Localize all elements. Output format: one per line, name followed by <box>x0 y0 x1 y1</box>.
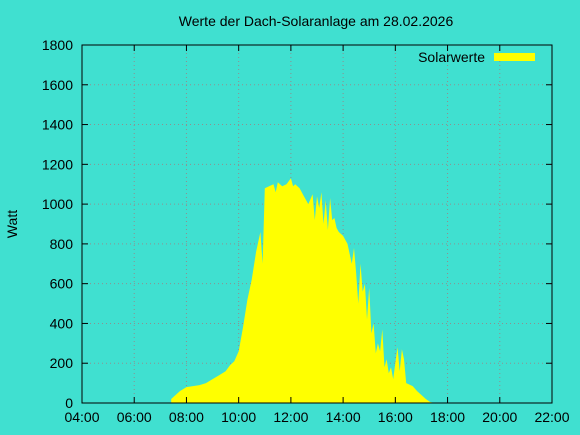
chart-title: Werte der Dach-Solaranlage am 28.02.2026 <box>179 13 454 29</box>
legend-swatch-solarwerte <box>494 53 535 61</box>
x-tick-label: 10:00 <box>221 409 256 425</box>
y-tick-label: 800 <box>50 236 74 252</box>
y-tick-label: 1000 <box>42 196 73 212</box>
y-axis-label: Watt <box>4 210 20 238</box>
x-tick-label: 14:00 <box>326 409 361 425</box>
y-tick-label: 1200 <box>42 156 73 172</box>
y-tick-label: 1600 <box>42 77 73 93</box>
y-tick-label: 1400 <box>42 117 73 133</box>
y-tick-label: 1800 <box>42 37 73 53</box>
x-tick-label: 16:00 <box>378 409 413 425</box>
plot-frame <box>81 44 553 404</box>
x-tick-label: 20:00 <box>482 409 517 425</box>
axis-ticks: 04:00 06:00 08:00 10:00 12:00 14:00 16:00 18:00… <box>42 37 570 425</box>
series-area-solarwerte <box>171 178 435 403</box>
y-tick-label: 400 <box>50 315 74 331</box>
x-tick-label: 08:00 <box>169 409 204 425</box>
y-tick-label: 600 <box>50 276 74 292</box>
x-tick-label: 06:00 <box>117 409 152 425</box>
y-tick-label: 200 <box>50 355 74 371</box>
legend-label-solarwerte: Solarwerte <box>418 49 485 65</box>
x-tick-label: 18:00 <box>430 409 465 425</box>
x-tick-label: 12:00 <box>273 409 308 425</box>
x-tick-label: 22:00 <box>534 409 569 425</box>
y-tick-label: 0 <box>65 395 73 411</box>
legend: Solarwerte <box>418 49 535 65</box>
x-tick-label: 04:00 <box>64 409 99 425</box>
